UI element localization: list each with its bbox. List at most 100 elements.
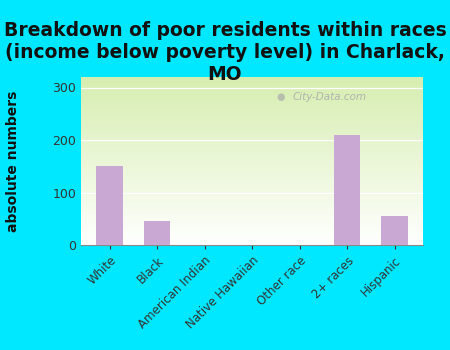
Bar [81, 182, 423, 183]
Bar [81, 126, 423, 127]
Bar [81, 123, 423, 124]
Bar [81, 216, 423, 217]
Bar [81, 224, 423, 225]
Bar [81, 200, 423, 201]
Bar [81, 107, 423, 108]
Bar [81, 145, 423, 146]
Bar [81, 142, 423, 143]
Bar [81, 85, 423, 86]
Text: ●: ● [276, 92, 284, 102]
Bar [81, 141, 423, 142]
Bar [81, 196, 423, 197]
Bar [81, 176, 423, 177]
Bar [81, 161, 423, 162]
Bar [382, 216, 408, 245]
Bar [81, 100, 423, 101]
Bar [81, 243, 423, 244]
Text: absolute numbers: absolute numbers [6, 90, 21, 232]
Bar [81, 210, 423, 211]
Bar [81, 191, 423, 192]
Bar [81, 236, 423, 237]
Bar [81, 207, 423, 208]
Bar [81, 152, 423, 153]
Bar [81, 138, 423, 139]
Bar [81, 149, 423, 150]
Bar [81, 198, 423, 199]
Bar [81, 187, 423, 188]
Bar [81, 119, 423, 120]
Bar [81, 84, 423, 85]
Bar [81, 162, 423, 163]
Bar [81, 226, 423, 227]
Bar [81, 106, 423, 107]
Bar [81, 229, 423, 230]
Bar [81, 169, 423, 170]
Bar [81, 219, 423, 220]
Bar [96, 166, 122, 245]
Bar [81, 124, 423, 125]
Bar [81, 235, 423, 236]
Bar [81, 163, 423, 164]
Bar [81, 80, 423, 81]
Bar [81, 146, 423, 147]
Bar [81, 116, 423, 117]
Bar [81, 156, 423, 157]
Bar [81, 201, 423, 202]
Bar [81, 96, 423, 97]
Bar [81, 189, 423, 190]
Bar [81, 88, 423, 89]
Bar [81, 151, 423, 152]
Bar [81, 167, 423, 168]
Bar [81, 209, 423, 210]
Bar [81, 168, 423, 169]
Bar [81, 104, 423, 105]
Bar [81, 239, 423, 240]
Bar [81, 120, 423, 121]
Bar [81, 178, 423, 179]
Bar [81, 89, 423, 90]
Bar [81, 79, 423, 80]
Bar [81, 240, 423, 241]
Bar [81, 131, 423, 132]
Bar [81, 206, 423, 207]
Bar [81, 77, 423, 78]
Bar [81, 193, 423, 194]
Bar [81, 214, 423, 215]
Bar [81, 231, 423, 232]
Bar [81, 218, 423, 219]
Bar [81, 122, 423, 123]
Bar [81, 83, 423, 84]
Bar [81, 188, 423, 189]
Bar [81, 233, 423, 234]
Bar [81, 222, 423, 223]
Bar [81, 228, 423, 229]
Bar [81, 81, 423, 82]
Bar [81, 133, 423, 134]
Bar [81, 242, 423, 243]
Bar [81, 103, 423, 104]
Bar [81, 136, 423, 137]
Bar [81, 143, 423, 144]
Bar [81, 227, 423, 228]
Bar [81, 101, 423, 102]
Bar [81, 185, 423, 186]
Bar [81, 194, 423, 195]
Bar [81, 230, 423, 231]
Bar [81, 98, 423, 99]
Bar [81, 166, 423, 167]
Bar [81, 159, 423, 160]
Bar [81, 208, 423, 209]
Bar [81, 129, 423, 130]
Bar [81, 234, 423, 235]
Bar [81, 99, 423, 100]
Bar [81, 244, 423, 245]
Bar [81, 109, 423, 110]
Bar [81, 221, 423, 222]
Bar [81, 172, 423, 173]
Bar [81, 203, 423, 204]
Bar [81, 105, 423, 106]
Bar [81, 183, 423, 184]
Bar [81, 223, 423, 224]
Text: City-Data.com: City-Data.com [293, 92, 367, 102]
Bar [81, 78, 423, 79]
